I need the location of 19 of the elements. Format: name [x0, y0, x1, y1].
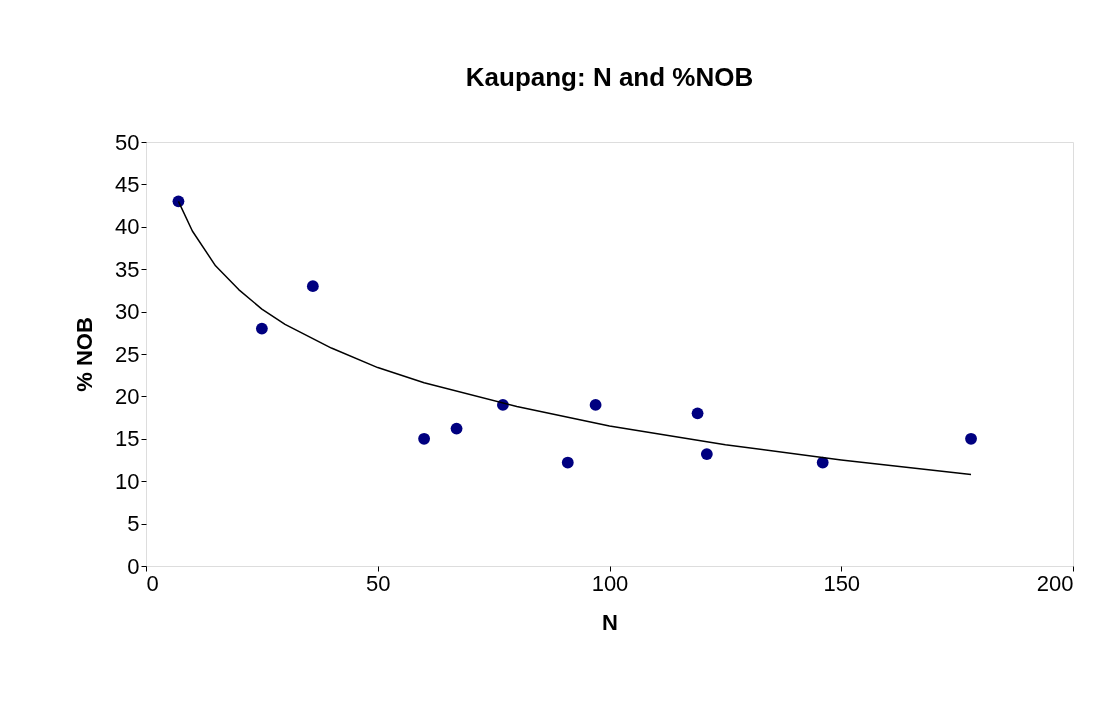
- y-tick-label: 5: [127, 511, 140, 537]
- y-tick-label: 15: [115, 426, 140, 452]
- x-axis-title: N: [602, 609, 618, 635]
- chart-title: Kaupang: N and %NOB: [465, 62, 754, 92]
- x-tick-label: 200: [1036, 570, 1074, 596]
- y-tick-label: 45: [115, 171, 140, 197]
- x-tick-label: 150: [823, 570, 861, 596]
- y-tick-label: 20: [115, 383, 140, 409]
- y-tick-label: 25: [115, 341, 140, 367]
- y-tick-label: 40: [115, 214, 140, 240]
- y-tick-label: 50: [115, 129, 140, 155]
- y-tick-label: 0: [127, 553, 140, 579]
- y-tick-label: 35: [115, 256, 140, 282]
- x-tick-label: 100: [591, 570, 629, 596]
- y-axis-title: % NOB: [72, 317, 98, 392]
- x-tick-label: 0: [146, 570, 159, 596]
- y-tick-label: 30: [115, 299, 140, 325]
- x-tick-label: 50: [366, 570, 391, 596]
- y-tick-label: 10: [115, 468, 140, 494]
